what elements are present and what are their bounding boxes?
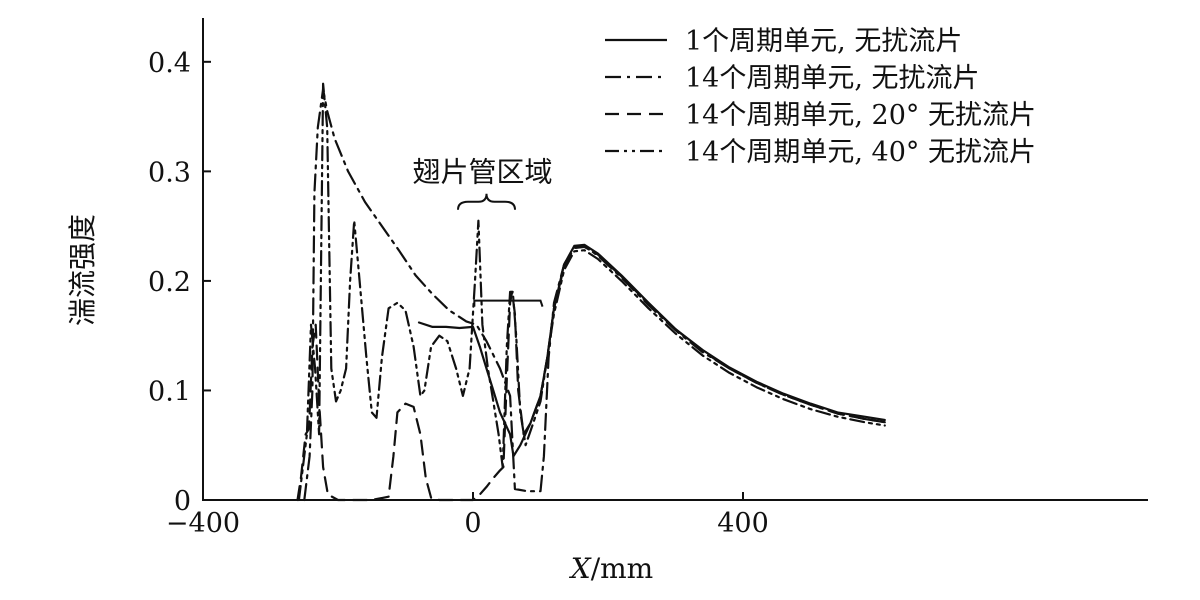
region-bracket bbox=[473, 299, 544, 307]
x-axis-title-var: X bbox=[569, 552, 592, 585]
x-tick-label: −400 bbox=[166, 508, 240, 539]
legend-label-2: 14个周期单元, 无扰流片 bbox=[685, 63, 980, 94]
x-axis-title: X/mm bbox=[569, 552, 653, 585]
series-line-1 bbox=[417, 243, 886, 458]
series-line-2 bbox=[303, 88, 886, 502]
legend-label-3: 14个周期单元, 20° 无扰流片 bbox=[685, 100, 1036, 131]
y-tick-label: 0.2 bbox=[148, 267, 191, 298]
series-group bbox=[296, 82, 886, 502]
y-tick-label: 0.1 bbox=[148, 376, 191, 407]
annotation-brace bbox=[457, 193, 516, 210]
legend-label-4: 14个周期单元, 40° 无扰流片 bbox=[685, 137, 1036, 168]
axis-frame bbox=[202, 18, 1148, 501]
x-tick-label: 0 bbox=[464, 508, 481, 539]
series-line-3 bbox=[296, 245, 886, 502]
y-tick-label: 0 bbox=[174, 486, 191, 517]
axes bbox=[202, 18, 1148, 501]
y-tick-label: 0.3 bbox=[148, 157, 191, 188]
x-axis-title-unit: /mm bbox=[591, 552, 654, 585]
y-tick-label: 0.4 bbox=[148, 48, 191, 79]
series-line-4 bbox=[297, 82, 886, 502]
y-axis-title: 湍流强度 bbox=[66, 214, 99, 326]
legend-label-1: 1个周期单元, 无扰流片 bbox=[685, 26, 962, 57]
annotation: 翅片管区域 bbox=[412, 156, 553, 307]
legend: 1个周期单元, 无扰流片 14个周期单元, 无扰流片 14个周期单元, 20° 无扰… bbox=[605, 26, 1036, 168]
annotation-label: 翅片管区域 bbox=[412, 156, 552, 189]
x-tick-label: 400 bbox=[717, 508, 769, 539]
